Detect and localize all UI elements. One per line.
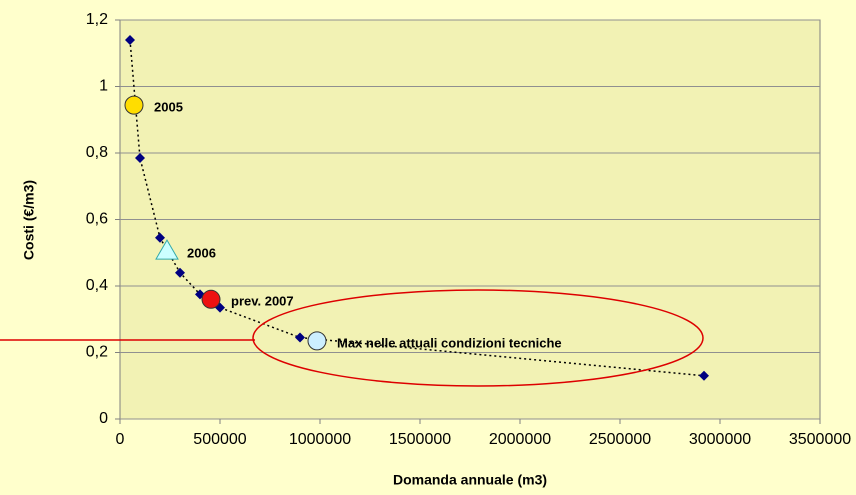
y-tick-label: 0,2: [86, 344, 108, 361]
data-point: [175, 267, 185, 278]
annotation-marker: [307, 331, 327, 351]
y-tick-label: 0,8: [86, 144, 108, 161]
x-tick-label: 1000000: [289, 431, 351, 448]
trend-line: [129, 39, 705, 377]
annotation-marker: [201, 289, 221, 309]
data-point: [135, 152, 145, 163]
highlight-ellipse: [252, 289, 704, 387]
x-tick-label: 1500000: [389, 431, 451, 448]
data-point: [295, 332, 305, 343]
x-axis-title: Domanda annuale (m3): [393, 472, 547, 488]
y-tick-label: 1,2: [86, 11, 108, 28]
y-tick-label: 0,4: [86, 277, 108, 294]
annotation-label: prev. 2007: [231, 294, 294, 309]
annotation-label: Max nelle attuali condizioni tecniche: [337, 335, 562, 350]
x-tick-label: 500000: [193, 431, 246, 448]
x-tick-label: 3000000: [689, 431, 751, 448]
x-tick-label: 0: [116, 431, 125, 448]
x-tick-label: 2000000: [489, 431, 551, 448]
y-axis-title: Costi (€/m3): [21, 180, 37, 260]
x-tick-label: 3500000: [789, 431, 851, 448]
y-tick-label: 0,6: [86, 211, 108, 228]
annotation-marker: [155, 239, 179, 260]
y-tick-label: 1: [99, 78, 108, 95]
data-point: [155, 232, 165, 243]
annotation-label: 2005: [154, 100, 183, 115]
x-tick-label: 2500000: [589, 431, 651, 448]
annotation-label: 2006: [187, 246, 216, 261]
data-point: [125, 34, 135, 45]
y-tick-label: 0: [99, 410, 108, 427]
data-point: [699, 370, 709, 381]
annotation-marker: [124, 95, 144, 115]
